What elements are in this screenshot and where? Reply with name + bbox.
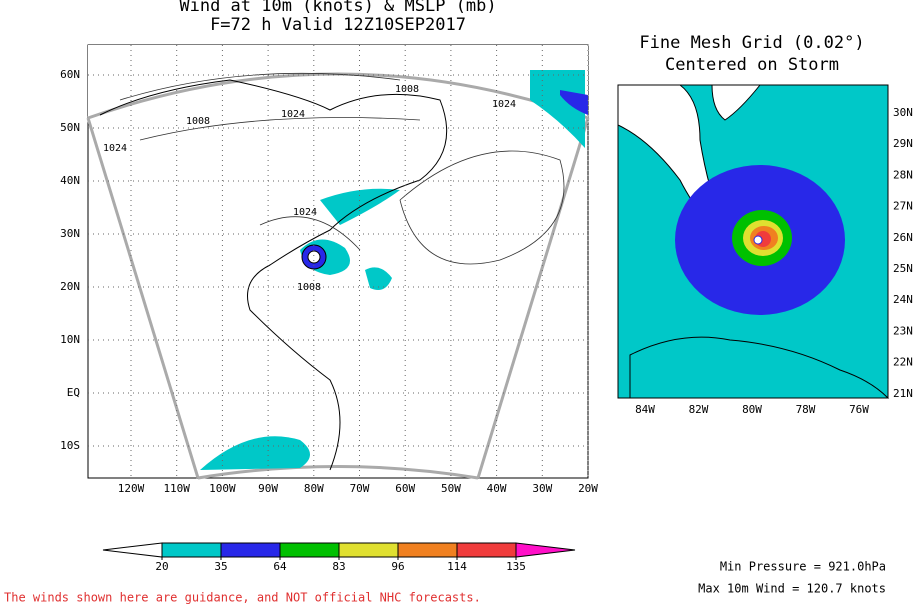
- lat-label: 21N: [893, 387, 913, 400]
- lon-label: 60W: [395, 482, 415, 495]
- wind-patch: [530, 70, 585, 148]
- lat-label: 20N: [60, 280, 80, 293]
- lon-label: 100W: [209, 482, 236, 495]
- lon-label: 50W: [441, 482, 461, 495]
- contour-label: 1008: [297, 282, 321, 293]
- colorbar-segment: [279, 542, 340, 558]
- lon-label: 30W: [532, 482, 552, 495]
- lat-label: 28N: [893, 168, 913, 181]
- colorbar-label: 96: [391, 560, 404, 573]
- lon-label: 80W: [304, 482, 324, 495]
- stat: Max 10m Wind = 120.7 knots: [698, 582, 886, 596]
- lon-label: 76W: [849, 403, 869, 416]
- lon-label: 90W: [258, 482, 278, 495]
- lon-label: 84W: [635, 403, 655, 416]
- lat-label: 23N: [893, 324, 913, 337]
- colorbar-label: 35: [214, 560, 227, 573]
- contour-label: 1008: [395, 84, 419, 95]
- contour-label: 1024: [492, 99, 516, 110]
- colorbar-arrow: [515, 542, 576, 558]
- wind-patch: [200, 436, 310, 470]
- map-title: Centered on Storm: [665, 55, 839, 75]
- map-title: Wind at 10m (knots) & MSLP (mb): [179, 0, 496, 16]
- wind-patch: [560, 90, 588, 115]
- lat-label: 10S: [60, 439, 80, 452]
- colorbar-segment: [161, 542, 222, 558]
- lat-label: 25N: [893, 262, 913, 275]
- lon-label: 20W: [578, 482, 598, 495]
- lat-label: 60N: [60, 68, 80, 81]
- lat-label: 24N: [893, 293, 913, 306]
- colorbar-label: 64: [273, 560, 287, 573]
- contour-label: 1024: [293, 207, 317, 218]
- domain-boundary: [86, 72, 590, 480]
- lon-label: 80W: [742, 403, 762, 416]
- colorbar-label: 114: [447, 560, 467, 573]
- cuba: [629, 336, 890, 399]
- lat-label: 29N: [893, 137, 913, 150]
- colorbar-arrow: [102, 542, 163, 558]
- cone-top: [88, 45, 588, 118]
- right-map: [617, 84, 890, 399]
- colorbar-segment: [338, 542, 399, 558]
- contour-label: 1008: [186, 116, 210, 127]
- lon-label: 82W: [689, 403, 709, 416]
- lon-label: 78W: [796, 403, 816, 416]
- colorbar-label: 83: [332, 560, 345, 573]
- lat-label: 40N: [60, 174, 80, 187]
- wind-patch: [365, 267, 392, 291]
- colorbar-segment: [456, 542, 517, 558]
- left-map: [86, 44, 590, 480]
- colorbar-segment: [397, 542, 458, 558]
- disclaimer: The winds shown here are guidance, and N…: [4, 591, 481, 604]
- lat-label: 30N: [893, 106, 913, 119]
- lat-label: 30N: [60, 227, 80, 240]
- lon-label: 110W: [163, 482, 190, 495]
- coastline: [99, 79, 448, 471]
- lat-label: 50N: [60, 121, 80, 134]
- lat-label: EQ: [67, 386, 80, 399]
- land: [711, 84, 762, 121]
- colorbar-label: 20: [155, 560, 168, 573]
- lon-label: 40W: [487, 482, 507, 495]
- lon-label: 70W: [350, 482, 370, 495]
- stat: Min Pressure = 921.0hPa: [720, 560, 886, 574]
- contour-label: 1024: [103, 143, 127, 154]
- lat-label: 26N: [893, 231, 913, 244]
- colorbar-label: 135: [506, 560, 526, 573]
- lat-label: 10N: [60, 333, 80, 346]
- lat-label: 22N: [893, 356, 913, 369]
- map-title: Fine Mesh Grid (0.02°): [639, 33, 864, 53]
- contour-label: 1024: [281, 109, 305, 120]
- isobars: [119, 72, 565, 265]
- lat-label: 27N: [893, 200, 913, 213]
- lon-label: 120W: [118, 482, 145, 495]
- storm-eye: [307, 250, 321, 264]
- map-title: F=72 h Valid 12Z10SEP2017: [210, 15, 466, 35]
- colorbar-segment: [220, 542, 281, 558]
- eye: [753, 235, 763, 245]
